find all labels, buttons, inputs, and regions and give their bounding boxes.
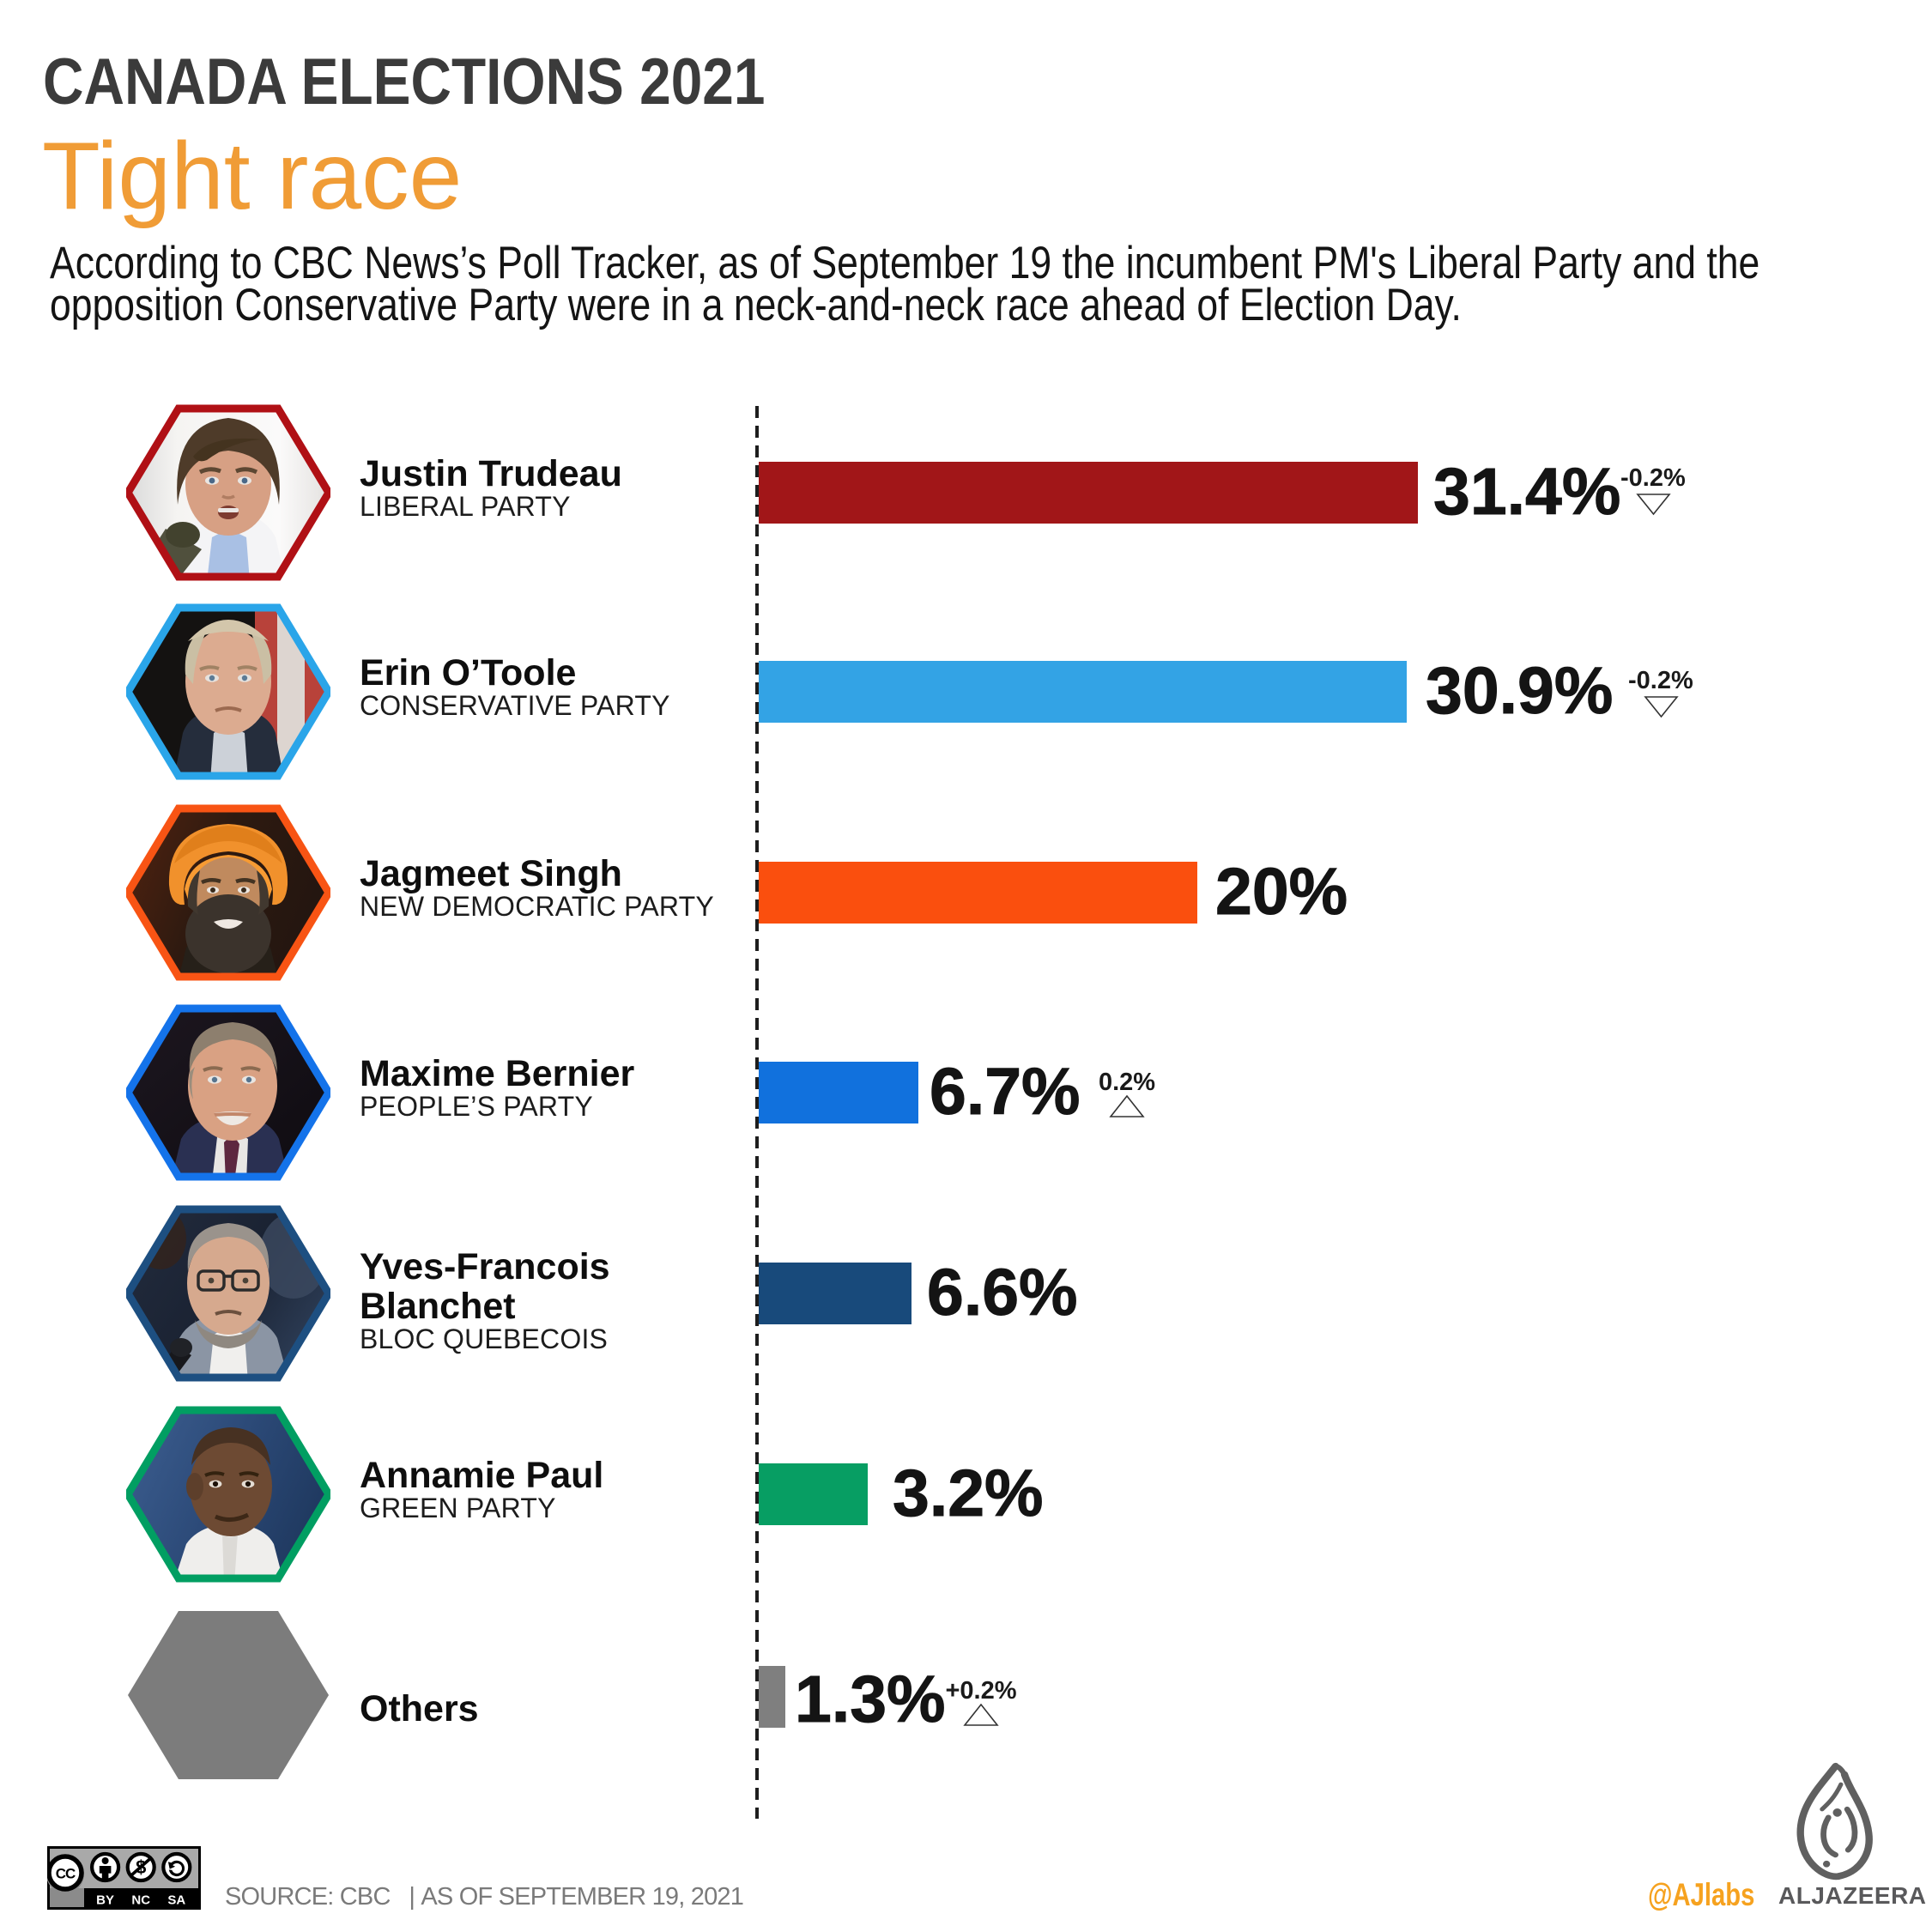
- svg-text:SA: SA: [167, 1893, 185, 1908]
- svg-text:NC: NC: [131, 1893, 150, 1908]
- svg-text:BY: BY: [96, 1893, 114, 1908]
- svg-text:CC: CC: [56, 1866, 76, 1882]
